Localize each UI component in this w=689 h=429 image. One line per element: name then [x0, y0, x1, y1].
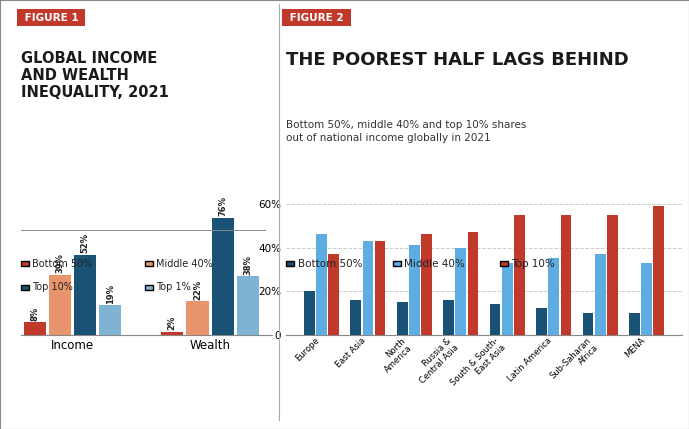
Bar	[362, 241, 373, 335]
Bar	[583, 313, 593, 335]
Text: Middle 40%: Middle 40%	[404, 259, 465, 269]
Bar	[187, 301, 209, 335]
Bar	[490, 304, 500, 335]
Text: 52%: 52%	[81, 233, 90, 254]
Bar	[23, 322, 45, 335]
Bar	[444, 300, 454, 335]
Text: 39%: 39%	[55, 254, 64, 273]
Bar	[629, 313, 640, 335]
Text: FIGURE 2: FIGURE 2	[286, 13, 347, 23]
Bar	[375, 241, 385, 335]
Bar	[421, 234, 432, 335]
Text: Bottom 50%: Bottom 50%	[32, 259, 93, 269]
Bar	[455, 248, 466, 335]
Bar	[641, 263, 652, 335]
Text: Top 10%: Top 10%	[32, 282, 73, 293]
Bar	[653, 206, 664, 335]
Bar	[536, 308, 547, 335]
Text: Bottom 50%, middle 40% and top 10% shares
out of national income globally in 202: Bottom 50%, middle 40% and top 10% share…	[286, 120, 526, 143]
Bar	[49, 275, 71, 335]
Bar	[595, 254, 606, 335]
Text: Top 10%: Top 10%	[511, 259, 555, 269]
Bar	[561, 215, 571, 335]
Text: 76%: 76%	[218, 196, 227, 217]
Bar	[607, 215, 617, 335]
Text: 38%: 38%	[243, 255, 252, 275]
Text: FIGURE 1: FIGURE 1	[21, 13, 82, 23]
Text: THE POOREST HALF LAGS BEHIND: THE POOREST HALF LAGS BEHIND	[286, 51, 628, 69]
Bar	[328, 254, 339, 335]
Bar	[74, 254, 96, 335]
Bar	[99, 305, 121, 335]
Bar	[548, 258, 559, 335]
Text: 8%: 8%	[30, 307, 39, 321]
Text: Middle 40%: Middle 40%	[156, 259, 213, 269]
Bar	[351, 300, 361, 335]
Text: 19%: 19%	[105, 284, 114, 304]
Text: Top 1%: Top 1%	[156, 282, 191, 293]
Bar	[514, 215, 524, 335]
Bar	[409, 245, 420, 335]
Bar	[237, 276, 259, 335]
Bar	[304, 291, 315, 335]
Text: 22%: 22%	[193, 279, 202, 299]
Text: 2%: 2%	[168, 316, 177, 330]
Bar	[161, 332, 183, 335]
Bar	[212, 218, 234, 335]
Bar	[468, 232, 478, 335]
Text: Bottom 50%: Bottom 50%	[298, 259, 362, 269]
Text: GLOBAL INCOME
AND WEALTH
INEQUALITY, 2021: GLOBAL INCOME AND WEALTH INEQUALITY, 202…	[21, 51, 169, 100]
Bar	[502, 263, 513, 335]
Bar	[397, 302, 407, 335]
Bar	[316, 234, 327, 335]
